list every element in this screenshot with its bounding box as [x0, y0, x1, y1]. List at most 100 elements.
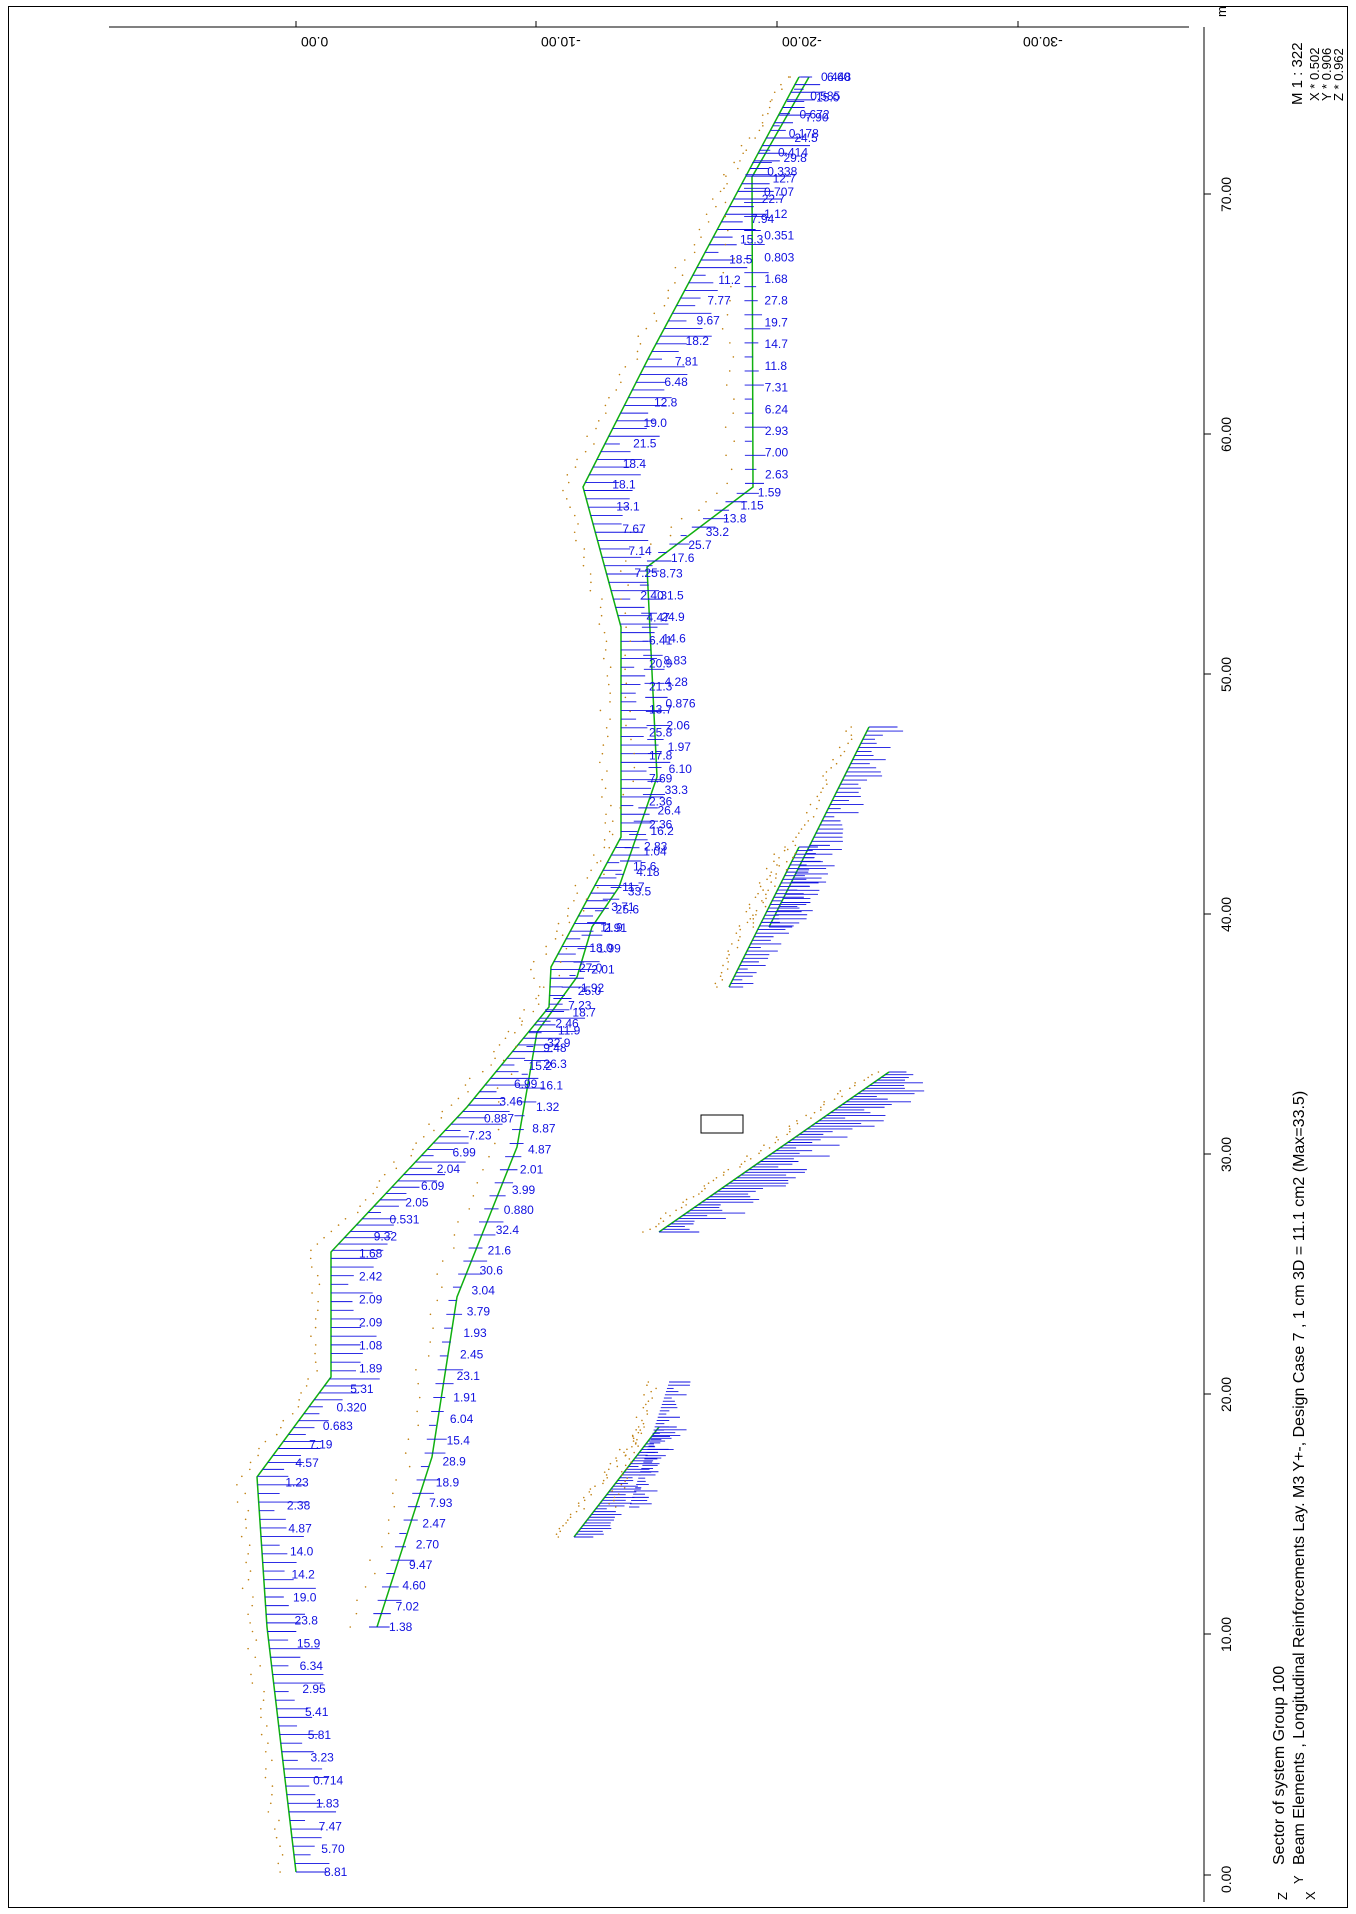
support-dot	[372, 1192, 375, 1195]
triad-y: Y	[1291, 1875, 1306, 1884]
support-dot	[778, 864, 781, 867]
value-label: 23.8	[295, 1613, 319, 1627]
support-dot	[726, 968, 729, 970]
support-dot	[745, 149, 748, 152]
value-label: 14.2	[291, 1567, 315, 1581]
support-dot	[494, 1057, 496, 1060]
unit-label: m	[1214, 6, 1229, 17]
support-dot	[755, 913, 757, 916]
support-dot	[310, 1335, 312, 1338]
support-dot	[727, 950, 729, 952]
value-label: 20.9	[649, 656, 673, 670]
support-dot	[786, 1133, 788, 1136]
value-label: 16.1	[540, 1079, 564, 1093]
value-label: 3.99	[512, 1183, 536, 1197]
support-dot	[260, 1707, 262, 1710]
value-label: 23.1	[457, 1369, 481, 1383]
support-dot	[538, 986, 541, 988]
support-dot	[704, 1187, 706, 1190]
support-dot	[669, 1214, 671, 1217]
support-dot	[731, 943, 733, 945]
support-dot	[651, 1397, 654, 1399]
support-dot	[682, 1201, 684, 1203]
support-dot	[624, 1454, 627, 1457]
support-dot	[603, 873, 605, 876]
support-dot	[768, 1147, 771, 1149]
support-dot	[584, 450, 587, 453]
support-dot	[754, 137, 756, 139]
support-dot	[565, 1522, 567, 1524]
support-dot	[310, 1249, 312, 1252]
support-dot	[721, 979, 724, 981]
support-dot	[733, 161, 735, 164]
value-label: 33.2	[706, 525, 730, 539]
support-dot	[839, 754, 842, 757]
support-dot	[705, 213, 708, 216]
support-dot	[788, 1130, 791, 1133]
support-dot	[610, 804, 612, 807]
support-dot	[737, 939, 740, 942]
support-dot	[655, 320, 658, 322]
right-axis-tick-label: 70.00	[1218, 177, 1234, 212]
value-label: 0.672	[799, 108, 829, 122]
support-dot	[726, 957, 728, 960]
factor-z: Z * 0.962	[1331, 48, 1346, 101]
value-label: 4.57	[295, 1456, 319, 1470]
support-dot	[789, 76, 791, 78]
support-dot	[497, 1128, 500, 1131]
support-dot	[464, 1084, 467, 1086]
support-dot	[626, 1448, 628, 1451]
support-dot	[595, 427, 597, 430]
right-axis-tick-label: 50.00	[1218, 657, 1234, 692]
support-dot	[604, 822, 607, 824]
value-label: 14.0	[290, 1544, 314, 1558]
value-label: 19.0	[293, 1590, 317, 1604]
support-dot	[635, 1442, 637, 1444]
support-dot	[468, 1208, 471, 1210]
support-dot	[760, 1149, 762, 1152]
support-dot	[265, 1768, 267, 1770]
support-dot	[605, 813, 607, 816]
support-dot	[259, 1665, 261, 1667]
value-label: 6.09	[421, 1179, 445, 1193]
support-dot	[604, 404, 607, 407]
support-dot	[740, 144, 743, 147]
support-dot	[583, 556, 585, 559]
value-label: 0.178	[789, 127, 819, 141]
support-dot	[535, 997, 537, 1000]
value-label: 1.38	[389, 1620, 413, 1634]
value-label: 1.99	[598, 942, 622, 956]
right-axis-tick-label: 40.00	[1218, 897, 1234, 932]
value-label: 11.9	[600, 920, 623, 934]
value-label: 6.41	[649, 633, 673, 647]
support-dot	[577, 1502, 580, 1504]
support-dot	[600, 614, 603, 617]
value-label: 0.448	[821, 70, 851, 84]
support-dot	[245, 1527, 247, 1529]
support-dot	[623, 1486, 626, 1489]
support-dot	[642, 1422, 645, 1425]
value-label: 5.81	[308, 1728, 332, 1742]
support-dot	[788, 1125, 791, 1128]
support-dot	[832, 758, 834, 761]
support-dot	[578, 1505, 580, 1507]
value-label: 26.3	[543, 1057, 567, 1071]
support-dot	[554, 938, 557, 940]
support-dot	[653, 312, 656, 315]
value-label: 6.99	[452, 1145, 476, 1159]
support-dot	[599, 709, 602, 712]
value-label: 1.83	[316, 1796, 340, 1810]
support-dot	[359, 1205, 361, 1207]
support-dot	[823, 1101, 825, 1103]
support-dot	[609, 718, 611, 720]
value-label: 1.04	[643, 844, 667, 858]
support-dot	[311, 1266, 313, 1268]
support-dot	[387, 1532, 390, 1535]
support-dot	[250, 1673, 252, 1676]
support-dot	[611, 1490, 613, 1492]
support-dot	[260, 1733, 263, 1736]
support-dot	[533, 977, 535, 980]
support-dot	[279, 1845, 281, 1848]
support-dot	[355, 1612, 358, 1615]
caption-line1: Sector of system Group 100	[1271, 1665, 1288, 1865]
